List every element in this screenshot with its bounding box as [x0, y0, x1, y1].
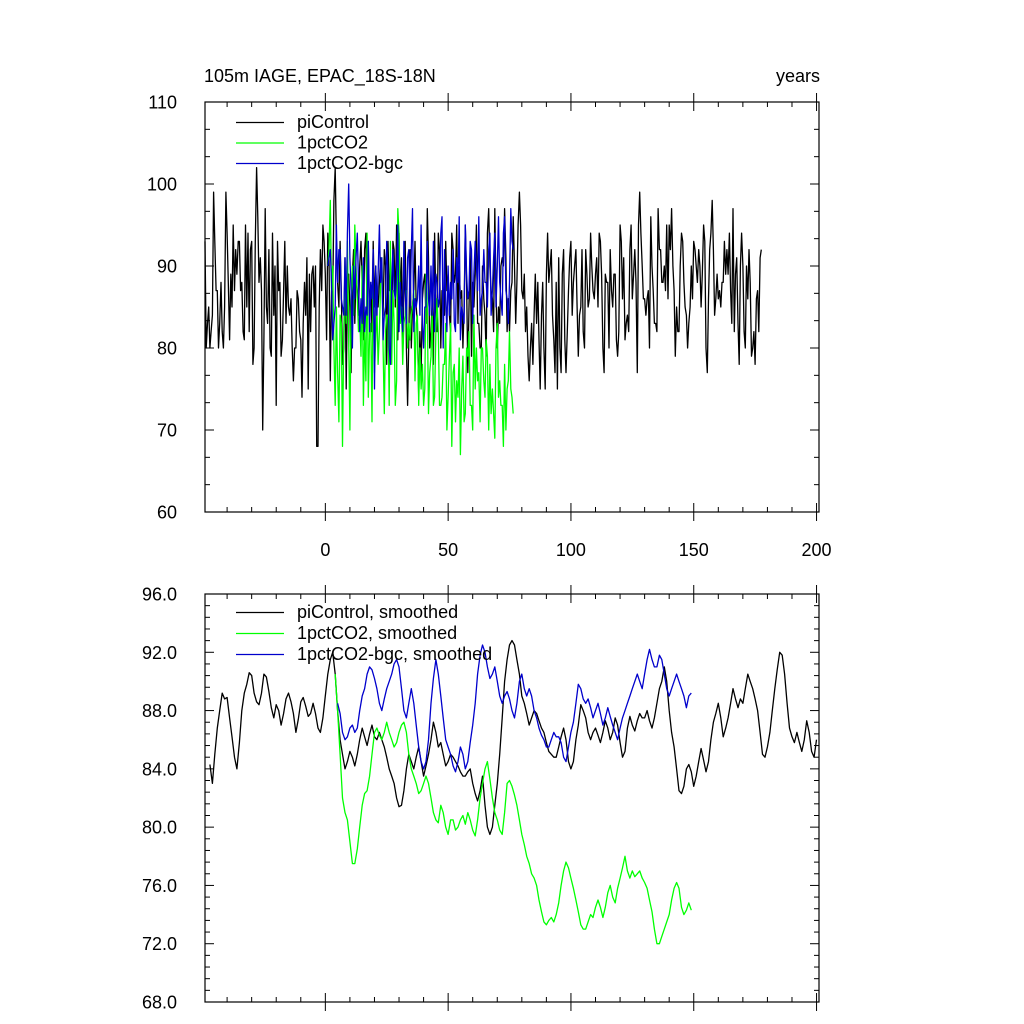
x-tick-label: 150: [679, 540, 709, 560]
top-ticks: 60 70 80 90 100 110 0 50 100 150 200: [147, 93, 832, 561]
bottom-panel: 68.0 72.0 76.0 80.0 84.0 88.0 92.0 96.0 piContr…: [142, 585, 820, 1013]
y-tick-label: 96.0: [142, 585, 177, 605]
series-line-1pctco2-bgc-smoothed: [336, 644, 692, 773]
x-tick-label: 50: [438, 540, 458, 560]
y-tick-label: 84.0: [142, 759, 177, 779]
series-line-1pctco2: [327, 199, 514, 456]
bottom-ticks: 68.0 72.0 76.0 80.0 84.0 88.0 92.0 96.0: [142, 585, 819, 1013]
y-tick-label: 68.0: [142, 993, 177, 1013]
x-tick-label: 100: [556, 540, 586, 560]
top-series: [204, 166, 762, 456]
top-panel-units: years: [776, 66, 820, 86]
y-tick-label: 60: [157, 503, 177, 523]
legend-label-1pctco2-bgc: 1pctCO2-bgc: [297, 153, 403, 173]
series-line-picontrol: [204, 166, 762, 448]
y-tick-label: 100: [147, 175, 177, 195]
legend-label-1pctco2-bgc-smoothed: 1pctCO2-bgc, smoothed: [297, 644, 492, 664]
y-tick-label: 72.0: [142, 934, 177, 954]
series-line-1pctco2-smoothed: [334, 674, 692, 945]
y-tick-label: 92.0: [142, 643, 177, 663]
y-tick-label: 90: [157, 257, 177, 277]
series-line-1pctco2-bgc: [327, 183, 514, 390]
series-line-picontrol-smoothed: [209, 639, 818, 836]
legend-label-picontrol: piControl: [297, 112, 369, 132]
legend-label-1pctco2-smoothed: 1pctCO2, smoothed: [297, 623, 457, 643]
legend-label-1pctco2: 1pctCO2: [297, 133, 368, 153]
top-panel-title: 105m IAGE, EPAC_18S-18N: [204, 66, 436, 87]
y-tick-label: 110: [148, 93, 177, 113]
y-tick-label: 80: [157, 339, 177, 359]
x-tick-label: 0: [320, 540, 330, 560]
top-plot-frame: [204, 101, 820, 513]
x-tick-label: 200: [802, 540, 832, 560]
bottom-plot-frame: [204, 593, 820, 1003]
y-tick-label: 80.0: [142, 818, 177, 838]
y-tick-label: 88.0: [142, 701, 177, 721]
bottom-series: [209, 639, 818, 945]
top-panel: 105m IAGE, EPAC_18S-18N years 60 70 80 90 10…: [147, 66, 832, 560]
y-tick-label: 70: [157, 421, 177, 441]
y-tick-label: 76.0: [142, 876, 177, 896]
legend-label-picontrol-smoothed: piControl, smoothed: [297, 602, 458, 622]
